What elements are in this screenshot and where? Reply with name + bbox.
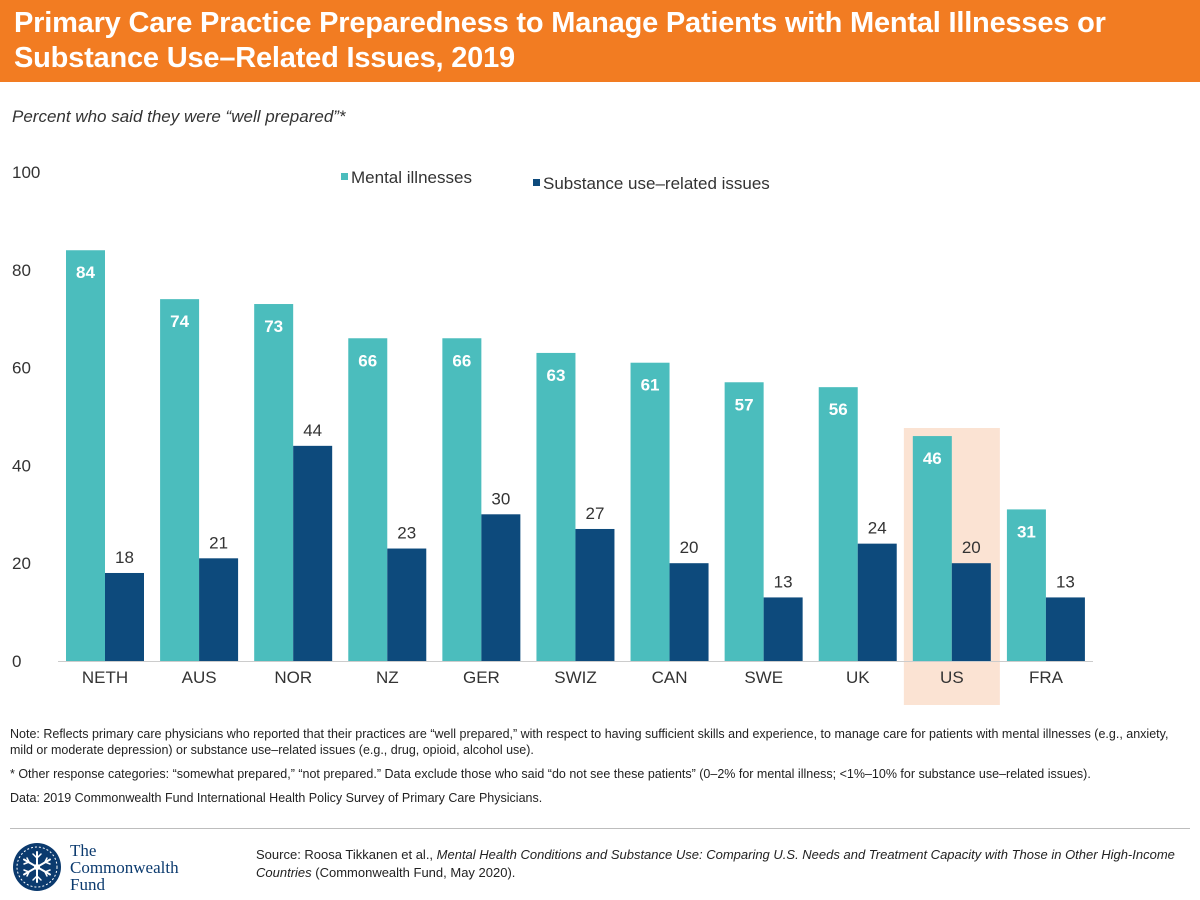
footer-divider [10, 828, 1190, 829]
chart-subtitle: Percent who said they were “well prepare… [12, 107, 346, 126]
data-label-substance-use: 20 [962, 538, 981, 557]
x-tick-label: SWIZ [554, 668, 597, 687]
bar-mental-illnesses [348, 338, 388, 661]
bar-substance-use [857, 543, 897, 661]
notes-section: Note: Reflects primary care physicians w… [10, 726, 1190, 814]
y-tick-label: 20 [12, 554, 31, 573]
bar-substance-use [387, 548, 427, 661]
chart-title: Primary Care Practice Preparedness to Ma… [14, 7, 1106, 74]
x-tick-label: GER [463, 668, 500, 687]
x-tick-label: NETH [82, 668, 128, 687]
bar-chart: 0 20 40 60 80 100 84 18 NETH 74 21 AUS 73 44 NOR 66 23 NZ… [12, 163, 1093, 705]
data-label-substance-use: 18 [115, 548, 134, 567]
bar-mental-illnesses [1006, 509, 1046, 661]
bar-substance-use [763, 597, 803, 661]
logo-line-3: Fund [70, 875, 105, 894]
data-label-mental-illnesses: 74 [170, 312, 189, 331]
data-label-substance-use: 21 [209, 533, 228, 552]
footnote-text: * Other response categories: “somewhat p… [10, 767, 1091, 781]
x-tick-label: NOR [274, 668, 312, 687]
legend-label-mental-illnesses: Mental illnesses [351, 168, 472, 187]
data-label-substance-use: 13 [1056, 572, 1075, 591]
source-title: Mental Health Conditions and Substance U… [256, 847, 1175, 880]
x-tick-label: UK [846, 668, 870, 687]
data-label-substance-use: 44 [303, 421, 322, 440]
data-label-mental-illnesses: 56 [829, 400, 848, 419]
data-label-substance-use: 24 [868, 519, 887, 538]
note-text: Note: Reflects primary care physicians w… [10, 727, 1169, 757]
bar-mental-illnesses [66, 250, 105, 662]
y-tick-label: 80 [12, 261, 31, 280]
source-citation: Source: Roosa Tikkanen et al., Mental He… [256, 846, 1186, 882]
commonwealth-fund-logo: The Commonwealth Fund [10, 840, 210, 895]
data-label-substance-use: 13 [774, 572, 793, 591]
data-label-mental-illnesses: 63 [546, 366, 565, 385]
x-tick-label: AUS [182, 668, 217, 687]
bar-mental-illnesses [254, 304, 294, 661]
bar-substance-use [481, 514, 521, 661]
x-tick-label: CAN [652, 668, 688, 687]
bar-mental-illnesses [442, 338, 482, 661]
bar-substance-use [105, 572, 144, 661]
data-label-mental-illnesses: 61 [641, 376, 660, 395]
source-suffix: (Commonwealth Fund, May 2020). [311, 865, 516, 880]
bar-mental-illnesses [818, 387, 858, 661]
bar-mental-illnesses [912, 436, 952, 661]
data-label-mental-illnesses: 84 [76, 263, 95, 282]
snowflake-seal-icon [13, 843, 61, 891]
x-tick-label: NZ [376, 668, 399, 687]
source-prefix: Source: Roosa Tikkanen et al., [256, 847, 437, 862]
bar-substance-use [669, 563, 709, 661]
data-label-mental-illnesses: 46 [923, 449, 942, 468]
y-tick-label: 40 [12, 456, 31, 475]
x-tick-label: FRA [1029, 668, 1064, 687]
logo-line-2: Commonwealth [70, 858, 179, 877]
bar-substance-use [1045, 597, 1085, 661]
x-tick-label: SWE [744, 668, 783, 687]
title-bar: Primary Care Practice Preparedness to Ma… [0, 0, 1200, 82]
data-label-substance-use: 20 [680, 538, 699, 557]
y-tick-label: 100 [12, 163, 40, 182]
y-tick-label: 60 [12, 359, 31, 378]
data-label-substance-use: 27 [585, 504, 604, 523]
bar-substance-use [199, 558, 239, 661]
y-tick-label: 0 [12, 652, 21, 671]
logo-wordmark: The Commonwealth Fund [70, 842, 179, 893]
data-label-mental-illnesses: 66 [452, 351, 471, 370]
legend-swatch-mental-illnesses [341, 173, 348, 180]
bar-mental-illnesses [160, 299, 200, 661]
data-label-substance-use: 23 [397, 524, 416, 543]
legend-label-substance-use: Substance use–related issues [543, 174, 770, 193]
bar-substance-use [951, 563, 991, 661]
bar-substance-use [575, 528, 615, 661]
bar-mental-illnesses [630, 362, 670, 661]
bar-substance-use [293, 445, 333, 661]
data-label-mental-illnesses: 73 [264, 317, 283, 336]
x-tick-label: US [940, 668, 964, 687]
data-label-substance-use: 30 [491, 489, 510, 508]
data-source-text: Data: 2019 Commonwealth Fund Internation… [10, 791, 543, 805]
logo-line-1: The [70, 841, 97, 860]
bar-mental-illnesses [724, 382, 764, 661]
data-label-mental-illnesses: 66 [358, 351, 377, 370]
legend-swatch-substance-use [533, 179, 540, 186]
data-label-mental-illnesses: 57 [735, 395, 754, 414]
bar-mental-illnesses [536, 352, 576, 661]
data-label-mental-illnesses: 31 [1017, 522, 1036, 541]
